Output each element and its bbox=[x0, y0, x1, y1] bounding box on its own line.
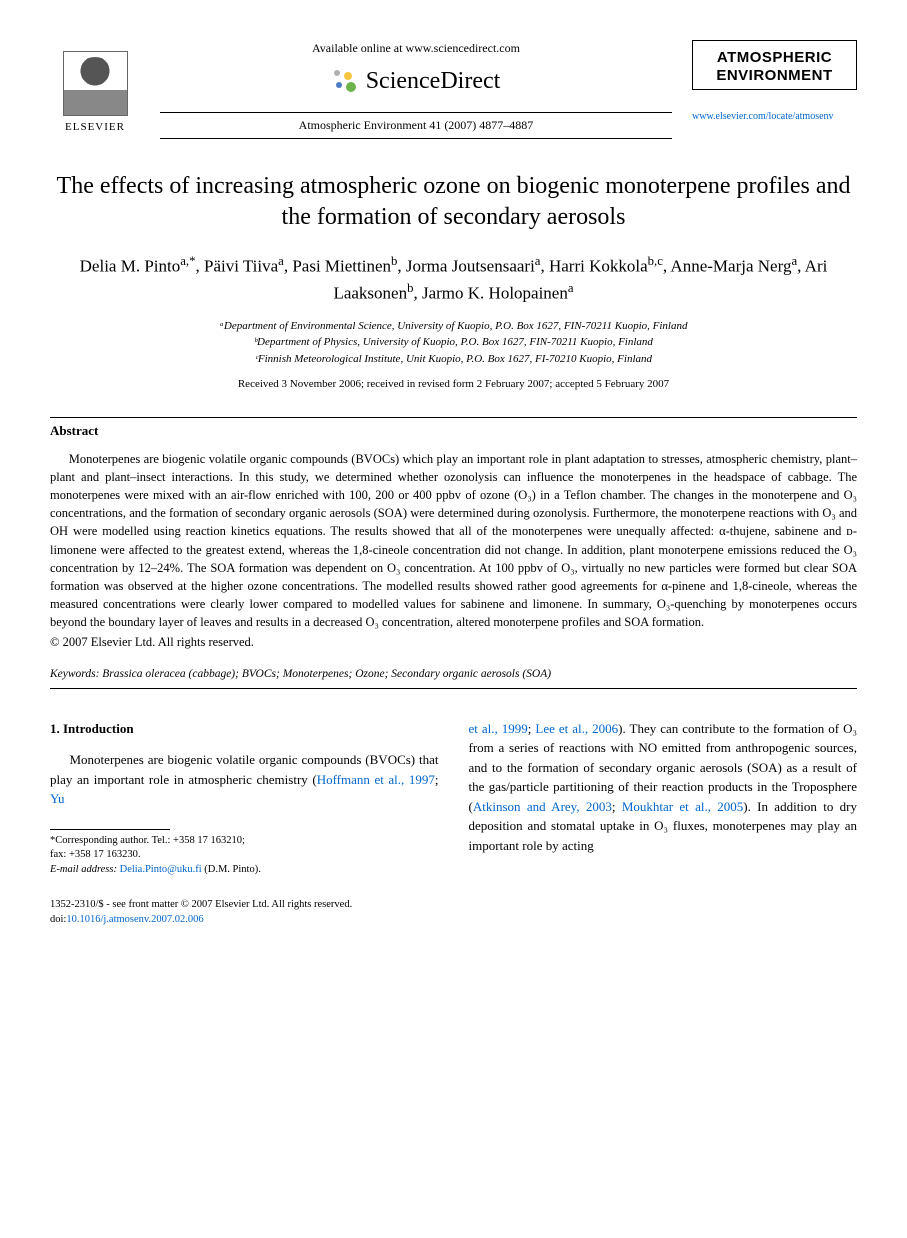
header-row: ELSEVIER Available online at www.science… bbox=[50, 40, 857, 143]
footnote-email-label: E-mail address: bbox=[50, 864, 117, 875]
abstract-rule-bottom bbox=[50, 688, 857, 689]
footer-doi-line: doi:10.1016/j.atmosenv.2007.02.006 bbox=[50, 913, 857, 928]
footnote-email-line: E-mail address: Delia.Pinto@uku.fi (D.M.… bbox=[50, 863, 439, 878]
footnote-fax: fax: +358 17 163230. bbox=[50, 848, 439, 863]
elsevier-logo: ELSEVIER bbox=[50, 40, 140, 135]
footnote-separator bbox=[50, 829, 170, 830]
elsevier-tree-icon bbox=[63, 51, 128, 116]
footnote-tel: *Corresponding author. Tel.: +358 17 163… bbox=[50, 834, 439, 849]
column-right: et al., 1999; Lee et al., 2006). They ca… bbox=[469, 719, 858, 878]
affiliation-c: ᶜFinnish Meteorological Institute, Unit … bbox=[50, 351, 857, 368]
journal-box: ATMOSPHERIC ENVIRONMENT bbox=[692, 40, 857, 90]
center-header: Available online at www.sciencedirect.co… bbox=[140, 40, 692, 143]
affiliations: ᵃDepartment of Environmental Science, Un… bbox=[50, 318, 857, 368]
elsevier-label: ELSEVIER bbox=[65, 120, 125, 135]
abstract-heading: Abstract bbox=[50, 422, 857, 440]
section-1-heading: 1. Introduction bbox=[50, 719, 439, 739]
sciencedirect-logo: ScienceDirect bbox=[160, 65, 672, 99]
footer-doi-label: doi: bbox=[50, 914, 66, 925]
abstract-rule-top bbox=[50, 417, 857, 418]
article-title: The effects of increasing atmospheric oz… bbox=[50, 171, 857, 233]
keywords-label: Keywords: bbox=[50, 668, 99, 680]
journal-name-line2: ENVIRONMENT bbox=[703, 67, 846, 85]
affiliation-a: ᵃDepartment of Environmental Science, Un… bbox=[50, 318, 857, 335]
abstract-body: Monoterpenes are biogenic volatile organ… bbox=[50, 450, 857, 631]
available-online-text: Available online at www.sciencedirect.co… bbox=[160, 40, 672, 57]
page-footer: 1352-2310/$ - see front matter © 2007 El… bbox=[50, 898, 857, 927]
footer-issn-line: 1352-2310/$ - see front matter © 2007 El… bbox=[50, 898, 857, 913]
journal-name-line1: ATMOSPHERIC bbox=[703, 49, 846, 67]
journal-homepage-link[interactable]: www.elsevier.com/locate/atmosenv bbox=[692, 110, 857, 124]
corresponding-author-footnote: *Corresponding author. Tel.: +358 17 163… bbox=[50, 834, 439, 878]
body-two-column: 1. Introduction Monoterpenes are biogeni… bbox=[50, 719, 857, 878]
authors-list: Delia M. Pintoa,*, Päivi Tiivaa, Pasi Mi… bbox=[50, 252, 857, 306]
footer-doi[interactable]: 10.1016/j.atmosenv.2007.02.006 bbox=[66, 914, 203, 925]
column-left: 1. Introduction Monoterpenes are biogeni… bbox=[50, 719, 439, 878]
intro-para-right: et al., 1999; Lee et al., 2006). They ca… bbox=[469, 719, 858, 856]
article-dates: Received 3 November 2006; received in re… bbox=[50, 377, 857, 392]
keywords-text: Brassica oleracea (cabbage); BVOCs; Mono… bbox=[99, 668, 551, 680]
intro-para-left: Monoterpenes are biogenic volatile organ… bbox=[50, 750, 439, 809]
footnote-email[interactable]: Delia.Pinto@uku.fi bbox=[117, 864, 202, 875]
abstract-copyright: © 2007 Elsevier Ltd. All rights reserved… bbox=[50, 634, 857, 652]
keywords: Keywords: Brassica oleracea (cabbage); B… bbox=[50, 666, 857, 682]
footnote-email-tail: (D.M. Pinto). bbox=[202, 864, 261, 875]
journal-reference: Atmospheric Environment 41 (2007) 4877–4… bbox=[160, 117, 672, 134]
affiliation-b: ᵇDepartment of Physics, University of Ku… bbox=[50, 334, 857, 351]
header-rule-top bbox=[160, 112, 672, 113]
header-rule-bottom bbox=[160, 138, 672, 139]
sciencedirect-text: ScienceDirect bbox=[366, 65, 501, 99]
journal-box-wrap: ATMOSPHERIC ENVIRONMENT www.elsevier.com… bbox=[692, 40, 857, 124]
sciencedirect-icon bbox=[332, 68, 360, 96]
